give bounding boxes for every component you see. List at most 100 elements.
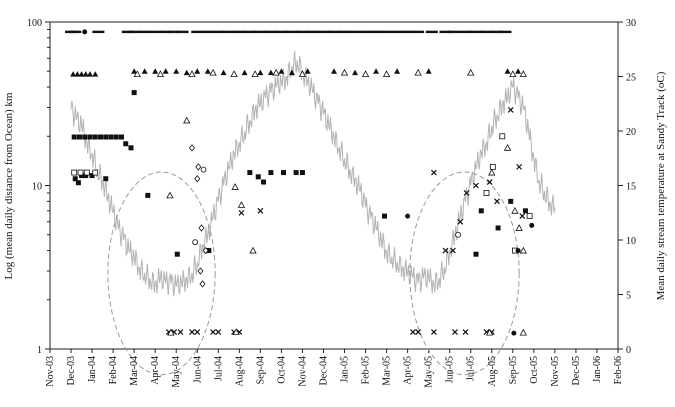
filled-triangle-point bbox=[78, 71, 85, 77]
cross-point bbox=[409, 329, 416, 335]
x-tick-label: Apr-05 bbox=[403, 356, 414, 385]
open-circle-point bbox=[200, 166, 207, 173]
x-tick-label: Nov-03 bbox=[45, 356, 56, 387]
filled-triangle-point bbox=[194, 68, 201, 74]
filled-square-point bbox=[83, 173, 89, 179]
filled-triangle-point bbox=[74, 71, 81, 77]
cross-point bbox=[210, 329, 216, 335]
x-tick-label: Sep-04 bbox=[255, 356, 266, 384]
open-square-point bbox=[92, 169, 99, 176]
filled-square-point bbox=[478, 208, 484, 214]
open-triangle-point bbox=[488, 168, 496, 176]
x-tick-label: Jul-05 bbox=[466, 356, 477, 381]
dash-point bbox=[212, 30, 225, 34]
open-triangle-point bbox=[298, 70, 307, 78]
cross-point bbox=[516, 163, 523, 170]
y-right-tick-label: 30 bbox=[626, 18, 636, 29]
open-triangle-point bbox=[503, 143, 512, 151]
filled-square-point bbox=[473, 251, 479, 257]
x-tick-label: Jan-06 bbox=[592, 356, 603, 383]
x-tick-label: Jun-05 bbox=[445, 356, 456, 383]
cross-point bbox=[189, 329, 195, 335]
cross-point bbox=[486, 179, 493, 185]
dash-point bbox=[412, 30, 425, 34]
dash-point bbox=[201, 30, 214, 34]
x-tick-label: Dec-03 bbox=[66, 356, 77, 385]
dash-point bbox=[380, 30, 393, 34]
open-triangle-point bbox=[519, 328, 528, 336]
filled-triangle-point bbox=[515, 68, 522, 74]
filled-square-point bbox=[82, 134, 88, 140]
filled-dot-point bbox=[529, 222, 535, 228]
filled-triangle-point bbox=[504, 68, 511, 74]
open-triangle-point bbox=[230, 70, 238, 78]
y-right-tick-label: 25 bbox=[626, 73, 636, 84]
y-left-tick-label: 10 bbox=[32, 182, 42, 193]
filled-triangle-point bbox=[183, 69, 190, 76]
dash-point bbox=[222, 30, 235, 34]
cross-point bbox=[462, 329, 469, 335]
open-diamond-point bbox=[202, 246, 209, 255]
open-triangle-point bbox=[188, 70, 196, 78]
dash-point bbox=[69, 30, 82, 34]
cross-point bbox=[177, 329, 184, 335]
x-tick-label: Mar-05 bbox=[382, 356, 393, 386]
filled-triangle-point bbox=[257, 69, 264, 76]
cross-point bbox=[494, 198, 500, 205]
x-tick-label: Mar-04 bbox=[129, 356, 140, 386]
open-triangle-point bbox=[414, 68, 422, 76]
marker-series bbox=[65, 29, 535, 336]
cross-point bbox=[238, 209, 245, 216]
open-triangle-point bbox=[183, 116, 191, 124]
open-square-point bbox=[71, 169, 78, 176]
open-triangle-point bbox=[486, 328, 494, 336]
filled-triangle-point bbox=[204, 68, 211, 74]
filled-triangle-point bbox=[173, 68, 180, 74]
open-square-point bbox=[83, 169, 90, 176]
temperature-line bbox=[70, 50, 556, 297]
filled-square-point bbox=[72, 176, 78, 182]
open-triangle-point bbox=[509, 70, 517, 78]
cross-point bbox=[215, 329, 222, 335]
x-tick-label: May-04 bbox=[171, 356, 182, 388]
filled-square-point bbox=[522, 208, 528, 214]
dash-point bbox=[149, 30, 162, 34]
x-tick-label: May-05 bbox=[424, 356, 435, 388]
x-tick-label: Aug-05 bbox=[487, 356, 498, 387]
dash-point bbox=[92, 30, 105, 34]
open-circle-point bbox=[455, 231, 462, 238]
annotation-ellipses bbox=[107, 171, 520, 376]
y-right-tick-label: 15 bbox=[626, 182, 636, 193]
dash-point bbox=[243, 30, 256, 34]
y-axis-left-title: Log (mean daily distance from Ocean) km bbox=[3, 92, 15, 279]
open-diamond-point bbox=[198, 224, 205, 232]
y-left-tick-label: 100 bbox=[27, 18, 42, 29]
open-triangle-point bbox=[382, 70, 391, 78]
filled-square-point bbox=[247, 170, 253, 176]
open-triangle-point bbox=[166, 191, 174, 199]
x-tick-label: Nov-05 bbox=[550, 356, 561, 387]
filled-square-point bbox=[293, 170, 299, 176]
cross-point bbox=[473, 182, 479, 189]
tick-labels: 1 10 100 0 5 10 15 20 25 30 Nov-03 Dec-03 Jan-04 Feb-… bbox=[27, 18, 636, 388]
y-right-tick-label: 5 bbox=[626, 291, 631, 302]
filled-dot-point bbox=[405, 213, 411, 219]
open-triangle-point bbox=[133, 70, 141, 78]
filled-triangle-point bbox=[220, 69, 227, 76]
filled-square-point bbox=[103, 176, 109, 182]
cross-point bbox=[519, 213, 526, 220]
temperature-series bbox=[70, 50, 556, 297]
filled-triangle-point bbox=[152, 68, 159, 74]
y-axis-right-title: Mean daily stream temperature at Sandy T… bbox=[655, 71, 667, 300]
filled-square-point bbox=[508, 198, 514, 204]
filled-square-point bbox=[128, 145, 134, 151]
dash-point bbox=[275, 30, 288, 34]
cross-point bbox=[431, 329, 437, 335]
dash-point bbox=[121, 30, 134, 34]
dash-point bbox=[338, 30, 351, 34]
filled-triangle-point bbox=[82, 71, 89, 77]
dash-point bbox=[159, 30, 172, 34]
dash-point bbox=[328, 30, 340, 34]
x-tick-label: Feb-04 bbox=[108, 356, 119, 384]
filled-dot-point bbox=[515, 248, 521, 254]
